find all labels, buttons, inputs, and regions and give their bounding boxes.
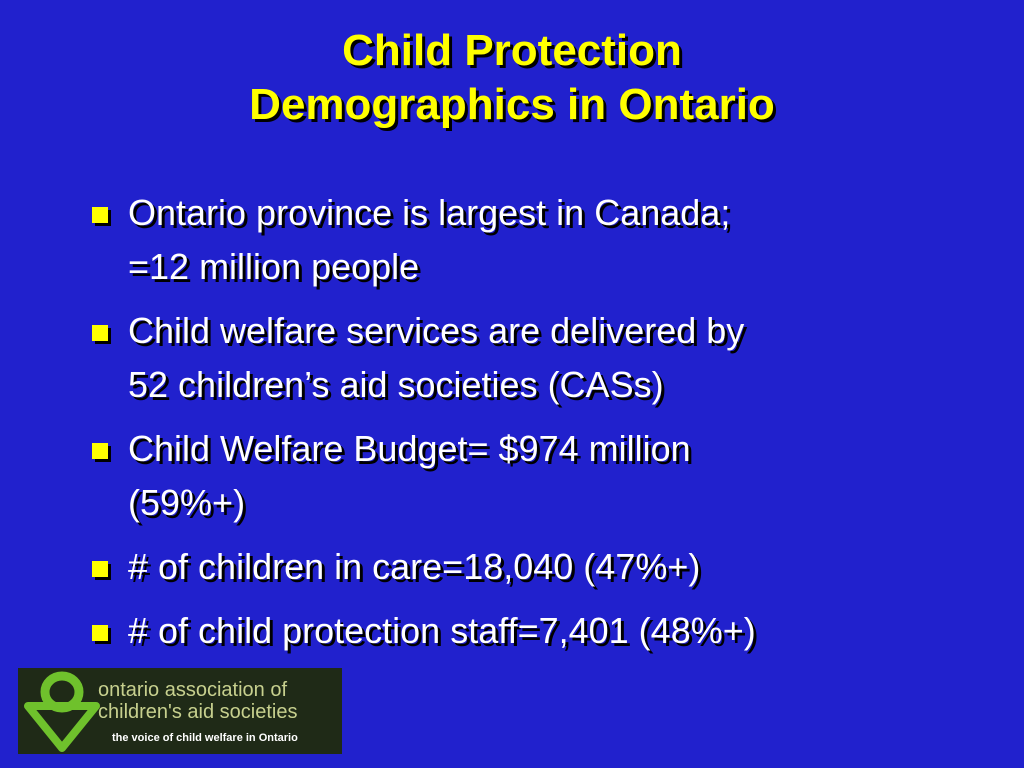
square-bullet-icon bbox=[92, 443, 108, 459]
bullet-text-line: Child Welfare Budget= $974 million bbox=[128, 428, 691, 469]
slide-title-line-1: Child Protection bbox=[342, 26, 682, 75]
oacas-logo: ontario association of children's aid so… bbox=[18, 668, 342, 754]
oacas-emblem-icon bbox=[24, 671, 100, 752]
square-bullet-icon bbox=[92, 325, 108, 341]
bullet-text-line: Ontario province is largest in Canada; bbox=[128, 192, 731, 233]
slide-title: Child Protection Demographics in Ontario bbox=[0, 24, 1024, 132]
square-bullet-icon bbox=[92, 207, 108, 223]
logo-name-line-2: children's aid societies bbox=[98, 701, 298, 723]
bullet-item: # of children in care=18,040 (47%+) bbox=[88, 540, 968, 594]
bullet-list: Ontario province is largest in Canada; =… bbox=[88, 186, 968, 668]
bullet-item: Child welfare services are delivered by … bbox=[88, 304, 968, 412]
bullet-text-line: (59%+) bbox=[128, 482, 246, 523]
bullet-item: Ontario province is largest in Canada; =… bbox=[88, 186, 968, 294]
bullet-text-line: Child welfare services are delivered by bbox=[128, 310, 745, 351]
bullet-text-line: # of children in care=18,040 (47%+) bbox=[128, 546, 701, 587]
logo-tagline: the voice of child welfare in Ontario bbox=[112, 732, 298, 744]
bullet-item: Child Welfare Budget= $974 million (59%+… bbox=[88, 422, 968, 530]
slide-title-line-2: Demographics in Ontario bbox=[249, 80, 775, 129]
bullet-text-line: =12 million people bbox=[128, 246, 420, 287]
bullet-text-line: 52 children’s aid societies (CASs) bbox=[128, 364, 664, 405]
bullet-text-line: # of child protection staff=7,401 (48%+) bbox=[128, 610, 756, 651]
square-bullet-icon bbox=[92, 625, 108, 641]
logo-name-line-1: ontario association of bbox=[98, 679, 288, 701]
square-bullet-icon bbox=[92, 561, 108, 577]
bullet-item: # of child protection staff=7,401 (48%+) bbox=[88, 604, 968, 658]
